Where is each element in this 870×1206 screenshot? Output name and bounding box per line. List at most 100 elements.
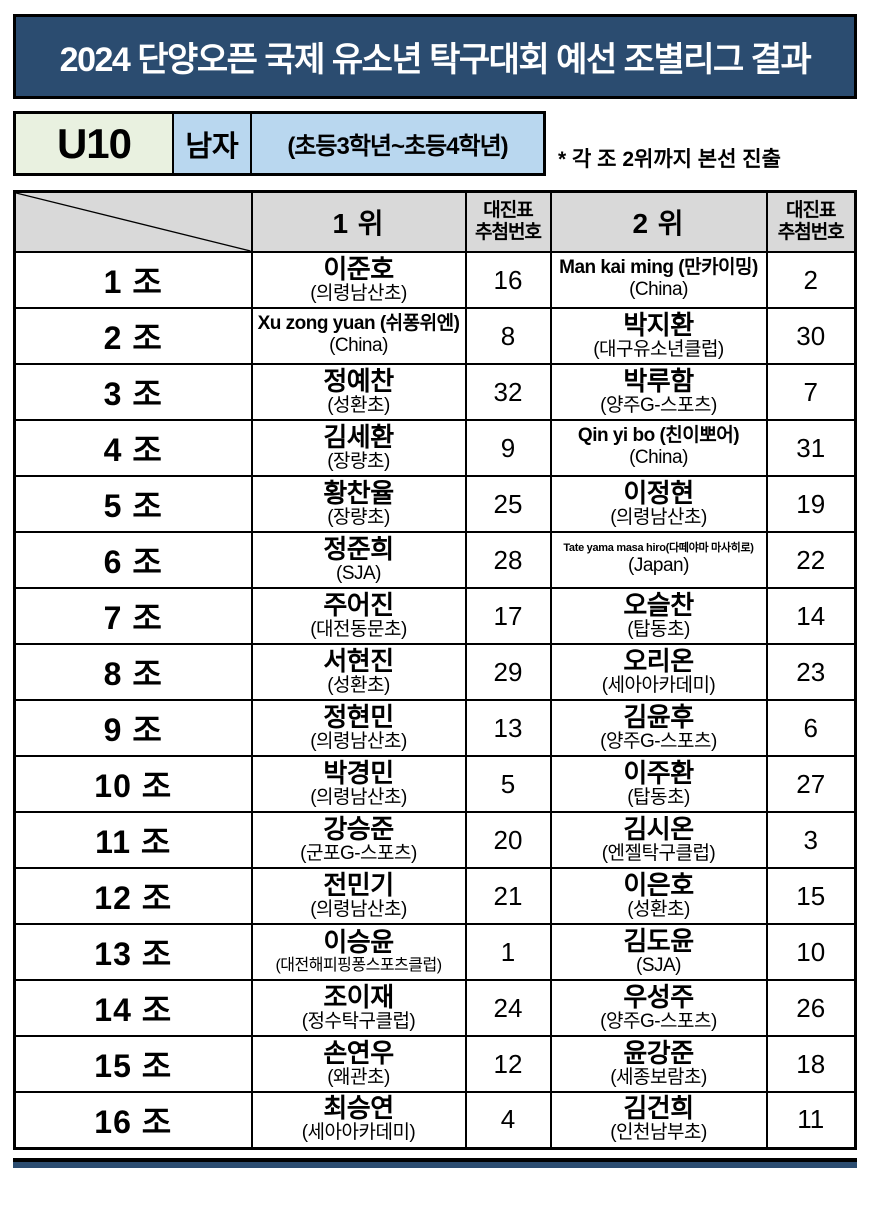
- second-draw-number: 27: [765, 755, 857, 813]
- second-place-name: 오슬찬: [623, 589, 694, 620]
- first-place-cell: 이승윤 (대전해피핑퐁스포츠클럽): [250, 923, 467, 981]
- first-place-club: (의령남산초): [310, 282, 407, 304]
- second-place-cell: 김도윤 (SJA): [549, 923, 768, 981]
- first-place-name: 황찬율: [323, 477, 394, 508]
- first-draw-number: 8: [464, 307, 552, 365]
- first-place-club: (성환초): [327, 674, 390, 696]
- table-row: 15 조 손연우 (왜관초) 12 윤강준 (세종보람초) 18: [13, 1035, 857, 1093]
- table-row: 5 조 황찬율 (장량초) 25 이정현 (의령남산초) 19: [13, 475, 857, 533]
- second-place-name: 윤강준: [623, 1037, 694, 1068]
- group-cell: 13 조: [13, 923, 253, 981]
- first-place-cell: 강승준 (군포G-스포츠): [250, 811, 467, 869]
- first-place-name: 정준희: [323, 533, 394, 564]
- draw2-header-line2: 추첨번호: [777, 222, 845, 243]
- second-place-name: Qin yi bo (친이뽀어): [577, 425, 740, 447]
- first-place-club: (의령남산초): [310, 786, 407, 808]
- first-draw-number: 9: [464, 419, 552, 477]
- first-draw-number: 32: [464, 363, 552, 421]
- second-place-cell: 김윤후 (양주G-스포츠): [549, 699, 768, 757]
- first-draw-number: 4: [464, 1091, 552, 1149]
- diagonal-line: [16, 193, 251, 251]
- first-place-club: (세아아카데미): [301, 1122, 416, 1144]
- first-place-name: 정예찬: [323, 365, 394, 396]
- second-place-club: (대구유소년클럽): [593, 338, 724, 360]
- second-place-cell: 우성주 (양주G-스포츠): [549, 979, 768, 1037]
- second-place-club: (인천남부초): [610, 1122, 707, 1144]
- table-row: 8 조 서현진 (성환초) 29 오리온 (세아아카데미) 23: [13, 643, 857, 701]
- next-section-banner: [13, 1157, 857, 1168]
- first-place-cell: 정현민 (의령남산초): [250, 699, 467, 757]
- second-place-club: (China): [629, 446, 688, 468]
- group-cell: 16 조: [13, 1091, 253, 1149]
- second-place-club: (양주G-스포츠): [600, 1010, 717, 1032]
- group-cell: 6 조: [13, 531, 253, 589]
- second-draw-number: 30: [765, 307, 857, 365]
- second-place-cell: 이정현 (의령남산초): [549, 475, 768, 533]
- category-table: U10 남자 (초등3학년~초등4학년): [13, 111, 546, 176]
- draw1-header-line1: 대진표: [483, 199, 533, 221]
- table-row: 4 조 김세환 (장량초) 9 Qin yi bo (친이뽀어) (China)…: [13, 419, 857, 477]
- first-place-cell: 손연우 (왜관초): [250, 1035, 467, 1093]
- first-place-club: (의령남산초): [310, 730, 407, 752]
- first-place-club: (SJA): [336, 562, 382, 584]
- first-place-name: 주어진: [323, 589, 394, 620]
- first-draw-number: 20: [464, 811, 552, 869]
- second-place-cell: 윤강준 (세종보람초): [549, 1035, 768, 1093]
- group-cell: 7 조: [13, 587, 253, 645]
- second-place-cell: 오리온 (세아아카데미): [549, 643, 768, 701]
- first-place-cell: 황찬율 (장량초): [250, 475, 467, 533]
- draw1-header: 대진표 추첨번호: [464, 190, 552, 253]
- second-draw-number: 6: [765, 699, 857, 757]
- group-cell: 15 조: [13, 1035, 253, 1093]
- first-draw-number: 17: [464, 587, 552, 645]
- table-row: 2 조 Xu zong yuan (쉬퐁위엔) (China) 8 박지환 (대…: [13, 307, 857, 365]
- results-body: 1 조 이준호 (의령남산초) 16 Man kai ming (만카이밍) (…: [13, 251, 857, 1149]
- second-place-name: 김도윤: [623, 925, 694, 956]
- second-draw-number: 7: [765, 363, 857, 421]
- first-place-cell: 김세환 (장량초): [250, 419, 467, 477]
- group-cell: 3 조: [13, 363, 253, 421]
- second-place-name: 박지환: [623, 309, 694, 340]
- first-draw-number: 29: [464, 643, 552, 701]
- group-cell: 4 조: [13, 419, 253, 477]
- second-place-cell: 박지환 (대구유소년클럽): [549, 307, 768, 365]
- rank2-header: 2 위: [549, 190, 768, 253]
- first-draw-number: 12: [464, 1035, 552, 1093]
- first-draw-number: 5: [464, 755, 552, 813]
- first-place-name: 이승윤: [323, 927, 394, 958]
- second-place-name: 오리온: [623, 645, 694, 676]
- table-row: 13 조 이승윤 (대전해피핑퐁스포츠클럽) 1 김도윤 (SJA) 10: [13, 923, 857, 981]
- draw2-header-line1: 대진표: [786, 199, 836, 221]
- title-banner: 2024 단양오픈 국제 유소년 탁구대회 예선 조별리그 결과: [13, 14, 857, 99]
- second-place-name: 이주환: [623, 757, 694, 788]
- first-place-name: 서현진: [323, 645, 394, 676]
- first-place-cell: 전민기 (의령남산초): [250, 867, 467, 925]
- draw1-header-line2: 추첨번호: [475, 222, 542, 243]
- division-cell: U10: [16, 114, 172, 173]
- first-place-cell: 정예찬 (성환초): [250, 363, 467, 421]
- second-place-name: 김건희: [623, 1093, 694, 1124]
- group-cell: 9 조: [13, 699, 253, 757]
- second-place-club: (엔젤탁구클럽): [601, 842, 716, 864]
- first-place-club: (대전동문초): [310, 618, 407, 640]
- second-draw-number: 18: [765, 1035, 857, 1093]
- table-row: 6 조 정준희 (SJA) 28 Tate yama masa hiro(다떼야…: [13, 531, 857, 589]
- group-cell: 14 조: [13, 979, 253, 1037]
- first-place-name: 강승준: [323, 813, 394, 844]
- second-place-cell: Man kai ming (만카이밍) (China): [549, 251, 768, 309]
- table-row: 11 조 강승준 (군포G-스포츠) 20 김시온 (엔젤탁구클럽) 3: [13, 811, 857, 869]
- second-place-club: (의령남산초): [610, 506, 707, 528]
- results-header: 1 위 대진표 추첨번호 2 위 대진표 추첨번호: [13, 190, 857, 253]
- table-row: 7 조 주어진 (대전동문초) 17 오슬찬 (탑동초) 14: [13, 587, 857, 645]
- first-place-club: (의령남산초): [310, 898, 407, 920]
- page-title: 2024 단양오픈 국제 유소년 탁구대회 예선 조별리그 결과: [59, 41, 812, 79]
- first-place-name: Xu zong yuan (쉬퐁위엔): [257, 313, 460, 335]
- second-place-cell: 오슬찬 (탑동초): [549, 587, 768, 645]
- first-draw-number: 28: [464, 531, 552, 589]
- first-place-club: (정수탁구클럽): [301, 1010, 416, 1032]
- first-place-club: (군포G-스포츠): [300, 842, 417, 864]
- second-place-name: 이은호: [623, 869, 694, 900]
- first-place-club: (장량초): [327, 506, 390, 528]
- first-place-name: 이준호: [323, 253, 394, 284]
- first-place-name: 전민기: [323, 869, 394, 900]
